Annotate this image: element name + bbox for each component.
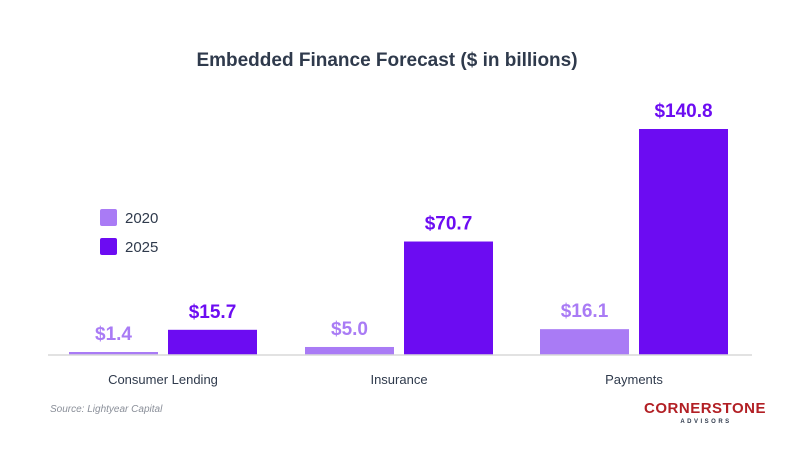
- source-note: Source: Lightyear Capital: [50, 404, 163, 415]
- bar-2025-consumer-lending: [168, 329, 257, 355]
- value-label-2020-consumer-lending: $1.4: [95, 324, 132, 345]
- cornerstone-logo: CORNERSTONE ADVISORS: [644, 400, 766, 425]
- legend-label-2020: 2020: [125, 210, 158, 227]
- chart-title: Embedded Finance Forecast ($ in billions…: [196, 50, 577, 71]
- legend-swatch-2020: [100, 209, 117, 226]
- value-label-2020-insurance: $5.0: [331, 319, 368, 340]
- bar-2025-payments: [639, 129, 728, 355]
- bar-2020-payments: [540, 329, 629, 355]
- category-labels: Consumer Lending Insurance Payments: [108, 372, 663, 387]
- legend-swatch-2025: [100, 238, 117, 255]
- value-label-2025-insurance: $70.7: [425, 214, 473, 235]
- category-label-insurance: Insurance: [370, 372, 427, 387]
- category-label-payments: Payments: [605, 372, 663, 387]
- legend: 2020 2025: [100, 209, 158, 256]
- bar-2020-insurance: [305, 346, 394, 355]
- bar-2020-consumer-lending: [69, 352, 158, 355]
- value-label-2025-consumer-lending: $15.7: [189, 302, 237, 323]
- logo-wordmark: CORNERSTONE: [644, 400, 766, 417]
- value-label-2020-payments: $16.1: [561, 301, 609, 322]
- bar-group: $1.4 $15.7 $5.0 $70.7 $16.1 $140.8: [69, 101, 728, 355]
- bar-2025-insurance: [404, 241, 493, 355]
- legend-label-2025: 2025: [125, 239, 158, 256]
- logo-tagline: ADVISORS: [680, 419, 731, 425]
- category-label-consumer-lending: Consumer Lending: [108, 372, 218, 387]
- value-label-2025-payments: $140.8: [654, 101, 712, 122]
